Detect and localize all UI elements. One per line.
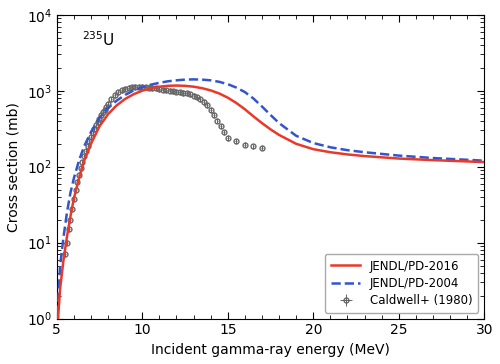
JENDL/PD-2004 (234, 86, 239, 90)
JENDL/PD-2004 (225, 82, 231, 86)
JENDL/PD-2016 (310, 147, 316, 151)
JENDL/PD-2004 (430, 156, 436, 160)
JENDL/PD-2004 (190, 77, 196, 82)
JENDL/PD-2004 (122, 93, 128, 97)
JENDL/PD-2016 (96, 124, 102, 128)
JENDL/PD-2016 (54, 328, 60, 333)
JENDL/PD-2004 (293, 134, 299, 138)
JENDL/PD-2004 (208, 78, 214, 83)
JENDL/PD-2016 (88, 142, 94, 146)
JENDL/PD-2016 (60, 257, 66, 262)
Y-axis label: Cross section (mb): Cross section (mb) (7, 102, 21, 232)
JENDL/PD-2016 (482, 160, 488, 164)
JENDL/PD-2004 (182, 78, 188, 82)
JENDL/PD-2016 (276, 133, 282, 137)
JENDL/PD-2004 (60, 234, 66, 239)
JENDL/PD-2004 (328, 145, 334, 150)
JENDL/PD-2016 (225, 95, 231, 100)
JENDL/PD-2004 (76, 158, 82, 163)
JENDL/PD-2016 (57, 286, 63, 290)
Line: JENDL/PD-2004: JENDL/PD-2004 (56, 79, 484, 341)
JENDL/PD-2016 (54, 339, 60, 344)
JENDL/PD-2016 (114, 103, 119, 108)
JENDL/PD-2004 (156, 81, 162, 85)
JENDL/PD-2016 (71, 197, 77, 201)
JENDL/PD-2004 (81, 144, 87, 149)
JENDL/PD-2004 (148, 83, 154, 87)
JENDL/PD-2016 (190, 84, 196, 89)
JENDL/PD-2016 (122, 97, 128, 101)
JENDL/PD-2016 (64, 234, 70, 239)
Line: JENDL/PD-2016: JENDL/PD-2016 (56, 86, 484, 341)
Text: $^{235}$U: $^{235}$U (82, 30, 115, 49)
JENDL/PD-2016 (81, 158, 87, 163)
JENDL/PD-2004 (482, 158, 488, 163)
JENDL/PD-2016 (148, 86, 154, 90)
JENDL/PD-2016 (156, 84, 162, 89)
JENDL/PD-2016 (174, 83, 180, 88)
JENDL/PD-2004 (54, 339, 60, 344)
JENDL/PD-2016 (76, 176, 82, 181)
JENDL/PD-2004 (242, 90, 248, 94)
JENDL/PD-2016 (165, 84, 171, 88)
JENDL/PD-2016 (68, 214, 73, 219)
JENDL/PD-2004 (96, 116, 102, 120)
JENDL/PD-2004 (396, 153, 402, 158)
JENDL/PD-2004 (344, 148, 350, 153)
JENDL/PD-2016 (182, 84, 188, 88)
JENDL/PD-2004 (174, 78, 180, 83)
JENDL/PD-2004 (54, 316, 60, 321)
JENDL/PD-2004 (310, 141, 316, 145)
JENDL/PD-2004 (130, 88, 136, 92)
JENDL/PD-2016 (105, 112, 111, 116)
X-axis label: Incident gamma-ray energy (MeV): Incident gamma-ray energy (MeV) (151, 343, 390, 357)
JENDL/PD-2004 (199, 78, 205, 82)
JENDL/PD-2004 (88, 130, 94, 134)
JENDL/PD-2016 (293, 142, 299, 146)
JENDL/PD-2004 (276, 121, 282, 125)
JENDL/PD-2004 (362, 150, 368, 154)
JENDL/PD-2004 (57, 263, 63, 268)
Legend: JENDL/PD-2016, JENDL/PD-2004, Caldwell+ (1980): JENDL/PD-2016, JENDL/PD-2004, Caldwell+ … (325, 254, 478, 313)
JENDL/PD-2004 (259, 104, 265, 109)
JENDL/PD-2016 (259, 121, 265, 125)
JENDL/PD-2016 (216, 91, 222, 96)
JENDL/PD-2016 (362, 154, 368, 158)
JENDL/PD-2016 (139, 88, 145, 93)
JENDL/PD-2016 (234, 101, 239, 105)
JENDL/PD-2016 (344, 152, 350, 157)
JENDL/PD-2004 (216, 80, 222, 84)
JENDL/PD-2016 (250, 114, 256, 119)
JENDL/PD-2016 (208, 88, 214, 92)
JENDL/PD-2016 (242, 107, 248, 111)
JENDL/PD-2016 (130, 92, 136, 96)
JENDL/PD-2004 (268, 113, 274, 117)
JENDL/PD-2016 (328, 150, 334, 154)
JENDL/PD-2016 (268, 127, 274, 131)
JENDL/PD-2016 (396, 157, 402, 161)
JENDL/PD-2016 (430, 158, 436, 162)
JENDL/PD-2004 (250, 96, 256, 101)
JENDL/PD-2004 (71, 176, 77, 181)
JENDL/PD-2004 (64, 210, 70, 215)
JENDL/PD-2004 (139, 85, 145, 90)
JENDL/PD-2016 (56, 310, 62, 315)
JENDL/PD-2004 (165, 79, 171, 83)
JENDL/PD-2016 (199, 86, 205, 90)
JENDL/PD-2004 (114, 99, 119, 103)
JENDL/PD-2004 (56, 294, 62, 298)
JENDL/PD-2004 (105, 106, 111, 110)
JENDL/PD-2004 (68, 191, 73, 195)
